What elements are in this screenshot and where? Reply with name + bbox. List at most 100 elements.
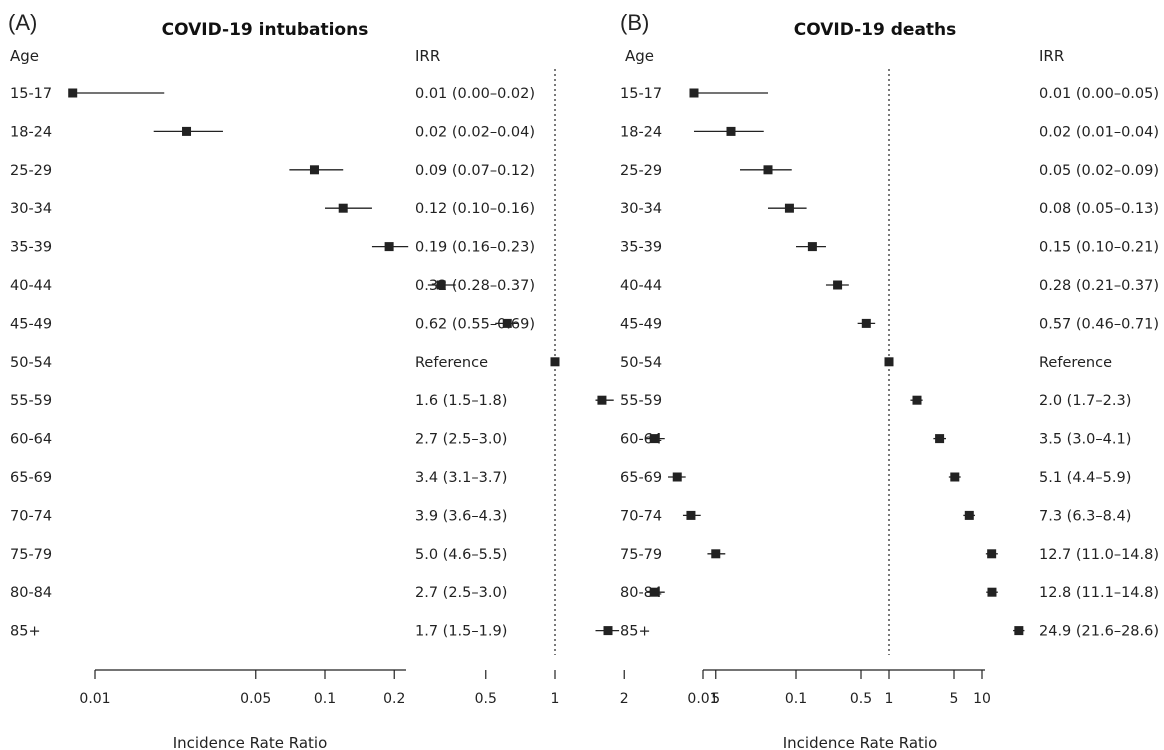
x-tick-label: 5 [711, 691, 720, 707]
x-tick-label: 5 [950, 691, 959, 707]
irr-value-label: 0.02 (0.02–0.04) [415, 124, 535, 140]
age-group-label: 30-34 [10, 201, 52, 217]
point-estimate [689, 88, 699, 98]
age-group-label: 25-29 [10, 163, 52, 179]
age-group-label: 40-44 [10, 278, 52, 294]
point-estimate [861, 318, 871, 328]
irr-value-label: 1.6 (1.5–1.8) [415, 393, 507, 409]
forest-row: 30-34 0.08 (0.05–0.13) [620, 201, 1159, 217]
irr-column-header: IRR [415, 47, 440, 65]
point-estimate [935, 434, 945, 444]
age-column-header: Age [625, 47, 654, 65]
forest-row: 70-74 3.9 (3.6–4.3) [10, 508, 701, 524]
irr-value-label: 3.5 (3.0–4.1) [1039, 432, 1131, 448]
irr-value-label: 5.1 (4.4–5.9) [1039, 470, 1131, 486]
irr-value-label: 12.7 (11.0–14.8) [1039, 547, 1159, 563]
age-group-label: 80-84 [10, 585, 52, 601]
x-tick-label: 0.01 [687, 691, 718, 707]
irr-value-label: 0.05 (0.02–0.09) [1039, 163, 1159, 179]
forest-row: 25-29 0.05 (0.02–0.09) [620, 163, 1159, 179]
point-estimate [550, 357, 560, 367]
point-estimate [68, 88, 78, 98]
point-estimate [384, 242, 394, 252]
irr-value-label: 24.9 (21.6–28.6) [1039, 624, 1159, 640]
point-estimate [502, 318, 512, 328]
x-axis: 0.01 0.1 0.5 1 5 10 [687, 669, 991, 707]
irr-value-label: 0.12 (0.10–0.16) [415, 201, 535, 217]
forest-row: 65-69 5.1 (4.4–5.9) [620, 470, 1131, 486]
age-column-header: Age [10, 47, 39, 65]
x-tick-label: 1 [885, 691, 894, 707]
age-group-label: 85+ [620, 624, 651, 640]
irr-value-label: 0.32 (0.28–0.37) [415, 278, 535, 294]
x-tick-label: 0.2 [383, 691, 405, 707]
forest-row: 30-34 0.12 (0.10–0.16) [10, 201, 535, 217]
age-group-label: 65-69 [10, 470, 52, 486]
point-estimate [987, 549, 997, 559]
panel-label: (B) [620, 10, 649, 35]
forest-row: 60-64 2.7 (2.5–3.0) [10, 432, 665, 448]
forest-row: 25-29 0.09 (0.07–0.12) [10, 163, 535, 179]
irr-value-label: 2.0 (1.7–2.3) [1039, 393, 1131, 409]
age-group-label: 85+ [10, 624, 41, 640]
point-estimate [807, 242, 817, 252]
irr-value-label: 0.19 (0.16–0.23) [415, 240, 535, 256]
age-group-label: 35-39 [10, 240, 52, 256]
irr-value-label: 2.7 (2.5–3.0) [415, 585, 507, 601]
x-tick-label: 10 [973, 691, 991, 707]
x-tick-label: 0.5 [475, 691, 497, 707]
point-estimate [309, 165, 319, 175]
age-group-label: 75-79 [10, 547, 52, 563]
age-group-label: 60-64 [620, 432, 662, 448]
x-tick-label: 0.1 [785, 691, 807, 707]
age-group-label: 18-24 [10, 124, 52, 140]
age-group-label: 15-17 [10, 86, 52, 102]
point-estimate [672, 472, 682, 482]
point-estimate [964, 510, 974, 520]
irr-value-label: 1.7 (1.5–1.9) [415, 624, 507, 640]
x-tick-label: 0.1 [314, 691, 336, 707]
panel-title: COVID-19 deaths [794, 20, 957, 40]
point-estimate [950, 472, 960, 482]
x-tick-label: 0.01 [79, 691, 110, 707]
irr-value-label: Reference [415, 355, 488, 371]
forest-row: 75-79 12.7 (11.0–14.8) [620, 547, 1159, 563]
forest-row: 55-59 1.6 (1.5–1.8) [10, 393, 614, 409]
forest-row: 15-17 0.01 (0.00–0.05) [620, 86, 1159, 102]
age-group-label: 55-59 [10, 393, 52, 409]
point-estimate [1014, 626, 1024, 636]
age-group-label: 45-49 [620, 316, 662, 332]
forest-row: 50-54 Reference [620, 355, 1112, 371]
age-group-label: 25-29 [620, 163, 662, 179]
panel-intubations: (A) COVID-19 intubations Age IRR Inciden… [8, 10, 726, 750]
point-estimate [436, 280, 446, 290]
x-tick-label: 0.5 [850, 691, 872, 707]
irr-value-label: 3.4 (3.1–3.7) [415, 470, 507, 486]
forest-row: 40-44 0.32 (0.28–0.37) [10, 278, 535, 294]
forest-row: 70-74 7.3 (6.3–8.4) [620, 508, 1131, 524]
point-estimate [711, 549, 721, 559]
forest-row: 45-49 0.62 (0.55–0.69) [10, 316, 535, 332]
irr-value-label: 12.8 (11.1–14.8) [1039, 585, 1159, 601]
x-axis: 0.01 0.05 0.1 0.2 0.5 1 2 5 [79, 669, 720, 707]
panel-deaths: (B) COVID-19 deaths Age IRR Incidence Ra… [620, 10, 1159, 750]
point-estimate [912, 395, 922, 405]
age-group-label: 15-17 [620, 86, 662, 102]
irr-value-label: 0.08 (0.05–0.13) [1039, 201, 1159, 217]
irr-value-label: 0.15 (0.10–0.21) [1039, 240, 1159, 256]
forest-row: 40-44 0.28 (0.21–0.37) [620, 278, 1159, 294]
irr-value-label: 0.09 (0.07–0.12) [415, 163, 535, 179]
forest-row: 85+ 24.9 (21.6–28.6) [620, 624, 1159, 640]
point-estimate [649, 587, 659, 597]
rows-layer: 15-17 0.01 (0.00–0.05) 18-24 0.02 (0.01–0.0… [620, 69, 1159, 655]
irr-value-label: 7.3 (6.3–8.4) [1039, 508, 1131, 524]
forest-row: 80-84 2.7 (2.5–3.0) [10, 585, 665, 601]
point-estimate [784, 203, 794, 213]
irr-value-label: Reference [1039, 355, 1112, 371]
forest-row: 85+ 1.7 (1.5–1.9) [10, 624, 620, 640]
panel-label: (A) [8, 10, 37, 35]
irr-value-label: 0.01 (0.00–0.05) [1039, 86, 1159, 102]
irr-value-label: 0.02 (0.01–0.04) [1039, 124, 1159, 140]
irr-value-label: 3.9 (3.6–4.3) [415, 508, 507, 524]
age-group-label: 55-59 [620, 393, 662, 409]
